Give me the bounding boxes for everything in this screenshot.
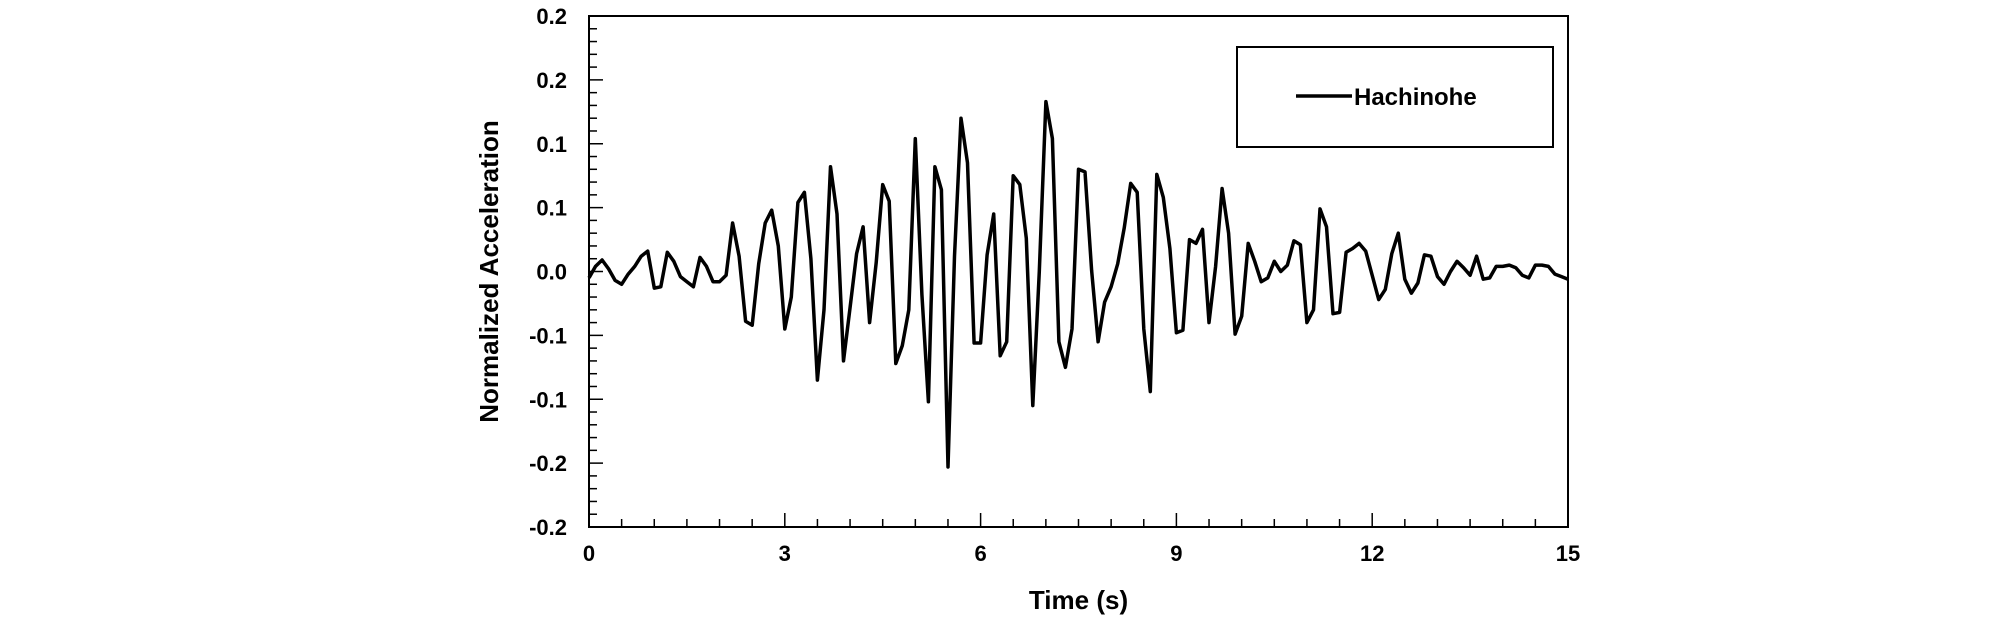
x-tick-label: 15 [1556, 541, 1580, 566]
x-axis-tick-labels: 0 3 6 9 12 15 [583, 541, 1580, 566]
y-axis-ticks [589, 15, 603, 528]
x-tick-label: 9 [1170, 541, 1182, 566]
x-tick-label: 6 [974, 541, 986, 566]
legend-label-hachinohe: Hachinohe [1354, 84, 1477, 111]
y-tick-label: -0.1 [529, 323, 567, 348]
y-tick-label: -0.2 [529, 451, 567, 476]
y-axis-tick-labels: -0.2 -0.2 -0.1 -0.1 0.0 0.1 0.1 0.2 0.2 [529, 4, 567, 540]
x-axis-title: Time (s) [1029, 585, 1128, 615]
x-tick-label: 0 [583, 541, 595, 566]
y-axis-title: Normalized Acceleration [474, 120, 504, 422]
legend: Hachinohe [1236, 46, 1554, 148]
y-tick-label: 0.2 [536, 4, 567, 29]
series-line-hachinohe [587, 99, 1569, 469]
y-tick-label: 0.1 [536, 132, 567, 157]
plot-area-frame [588, 15, 1569, 528]
y-tick-label: 0.0 [536, 260, 567, 285]
y-tick-label: 0.1 [536, 196, 567, 221]
y-tick-label: -0.1 [529, 387, 567, 412]
x-tick-label: 3 [779, 541, 791, 566]
legend-box [1236, 46, 1554, 148]
x-tick-label: 12 [1360, 541, 1384, 566]
y-tick-label: 0.2 [536, 68, 567, 93]
y-tick-label: -0.2 [529, 515, 567, 540]
x-axis-ticks [588, 513, 1569, 527]
